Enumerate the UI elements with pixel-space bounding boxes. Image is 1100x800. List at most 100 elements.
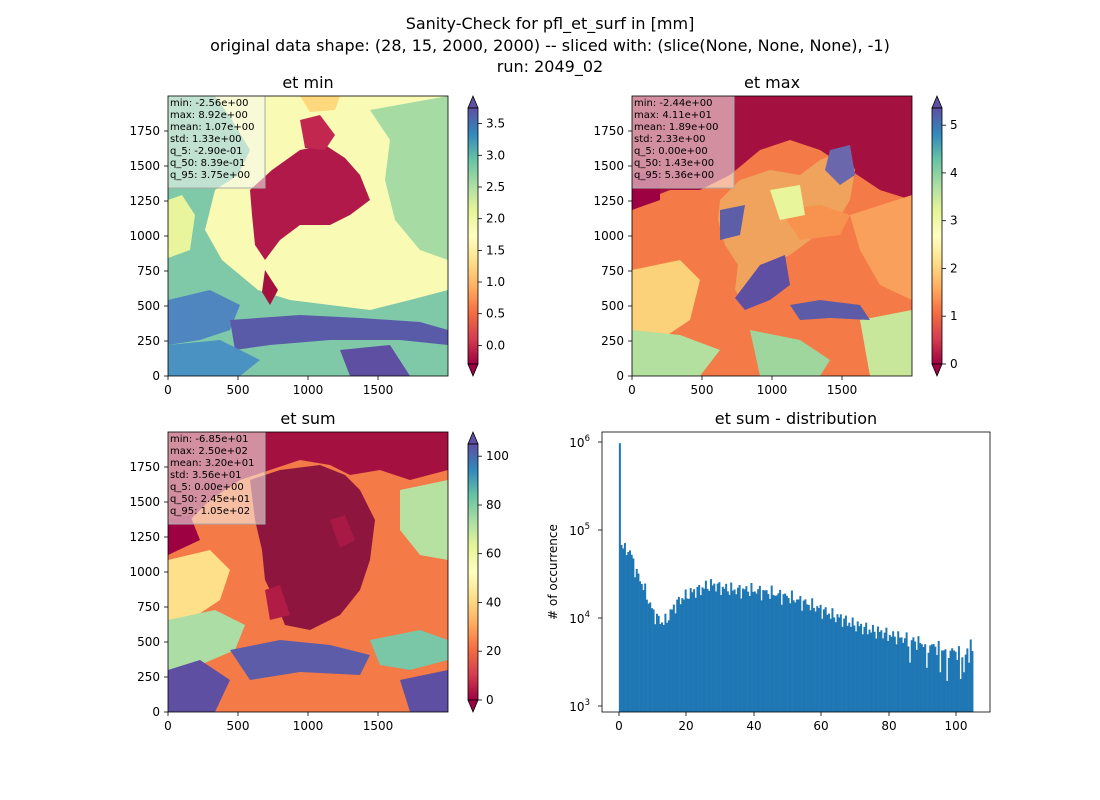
colorbar-tick-label: 2.5 (486, 180, 505, 194)
histogram-bar (701, 587, 704, 712)
histogram-bar (898, 637, 901, 712)
histogram-bar (895, 644, 898, 712)
histogram-bar (748, 595, 751, 712)
histogram-bar (704, 580, 707, 712)
histogram-bar (709, 579, 712, 712)
colorbar-tick-label: 3.0 (486, 148, 505, 162)
histogram-bar (853, 625, 856, 712)
histogram-bar (824, 607, 827, 712)
histogram-bar (812, 607, 815, 712)
histogram-bar (903, 638, 906, 712)
colorbar-tick-label: 1.5 (486, 243, 505, 257)
histogram-bar (834, 622, 837, 712)
y-tick-label: 1500 (129, 159, 160, 173)
y-axis-label: # of occurrence (546, 524, 560, 620)
colorbar-tick-label: 3.5 (486, 117, 505, 131)
histogram-bar (822, 609, 825, 712)
histogram-bar (747, 591, 750, 712)
histogram-bar (890, 636, 893, 712)
y-tick-label: 1000 (129, 565, 160, 579)
histogram-bar (644, 583, 647, 712)
y-tick-label: 0 (616, 369, 624, 383)
panel-et-min: et min min: -2.56e+00 max: 8.92e+00 mean… (129, 73, 505, 397)
colorbar-tick-label: 0.0 (486, 338, 505, 352)
histogram-bar (844, 615, 847, 712)
panel-et-sum: et sum min: -6.85e+01 max: 2.50e+02 mean… (129, 409, 508, 733)
histogram-bar (637, 573, 640, 712)
colorbar-gradient (467, 107, 479, 365)
colorbar-extend-bottom (467, 699, 479, 714)
svg-text:min: -6.85e+01: min: -6.85e+01 (170, 434, 249, 445)
histogram-bar (807, 604, 810, 712)
histogram-bar (802, 600, 805, 712)
histogram-bar (919, 643, 922, 712)
histogram-bar (959, 679, 962, 712)
svg-text:q_5: 0.00e+00: q_5: 0.00e+00 (170, 482, 244, 493)
svg-text:mean: 1.07e+00: mean: 1.07e+00 (170, 122, 254, 133)
histogram-bar (966, 648, 969, 712)
histogram-bar (809, 610, 812, 712)
histogram-bar (826, 614, 829, 712)
histogram-bar (650, 608, 653, 712)
colorbar-tick-label: 3 (950, 214, 958, 228)
histogram-bar (715, 591, 718, 712)
histogram-bar (828, 613, 831, 712)
histogram-bar (752, 591, 755, 712)
histogram-bar (829, 618, 832, 712)
y-tick-label: 104 (569, 610, 590, 626)
histogram-bar (817, 608, 820, 712)
y-tick-label: 1250 (129, 530, 160, 544)
histogram-bar (730, 582, 733, 712)
svg-text:std: 1.33e+00: std: 1.33e+00 (170, 134, 242, 145)
colorbar-tick-label: 20 (486, 644, 501, 658)
histogram-bar (964, 654, 967, 712)
y-tick-label: 750 (137, 264, 160, 278)
histogram-bar (765, 590, 768, 712)
histogram-bar (731, 590, 734, 712)
histogram-bar (930, 644, 933, 712)
histogram-bar (892, 631, 895, 712)
y-tick-label: 106 (569, 434, 590, 450)
histogram-bar (790, 590, 793, 712)
histogram-bar (726, 591, 729, 712)
histogram-bar (917, 636, 920, 712)
y-tick-label: 0 (152, 705, 160, 719)
histogram-bar (907, 646, 910, 712)
histogram-bar (957, 646, 960, 712)
y-axis: 103 104 105 106 # of occurrence (546, 434, 602, 714)
panel-title: et sum - distribution (715, 409, 877, 428)
histogram-bar (688, 598, 691, 712)
svg-text:max: 4.11e+01: max: 4.11e+01 (634, 110, 712, 121)
histogram-bar (806, 604, 809, 712)
x-tick-label: 1500 (363, 719, 394, 733)
figure-run-label: run: 2049_02 (497, 57, 603, 77)
histogram-bar (725, 583, 728, 712)
histogram-bar (942, 650, 945, 712)
colorbar-tick-label: 1 (950, 309, 958, 323)
colorbar-tick-label: 1.0 (486, 275, 505, 289)
heatmap-image (168, 432, 448, 712)
histogram-bar (849, 626, 852, 712)
histogram-bar (883, 632, 886, 712)
histogram-bar (662, 624, 665, 712)
x-tick-label: 500 (691, 383, 714, 397)
y-tick-label: 1000 (593, 229, 624, 243)
histogram-bar (667, 620, 670, 712)
histogram-bar (740, 598, 743, 712)
histogram-bar (937, 640, 940, 712)
histogram-bar (664, 613, 667, 712)
histogram-bar (794, 602, 797, 712)
heatmap-image (168, 96, 448, 376)
histogram-bar (833, 617, 836, 712)
y-tick-label: 250 (137, 670, 160, 684)
histogram-bar (920, 644, 923, 712)
histogram-bar (866, 634, 869, 712)
colorbar-extend-bottom (931, 363, 943, 378)
histogram-bar (888, 635, 891, 712)
histogram-bar (878, 631, 881, 712)
x-axis: 0 500 1000 1500 (164, 712, 393, 733)
colorbar-tick-label: 100 (486, 449, 509, 463)
histogram-bar (882, 638, 885, 712)
histogram-bar (789, 603, 792, 712)
colorbar-extend-top (467, 94, 479, 109)
